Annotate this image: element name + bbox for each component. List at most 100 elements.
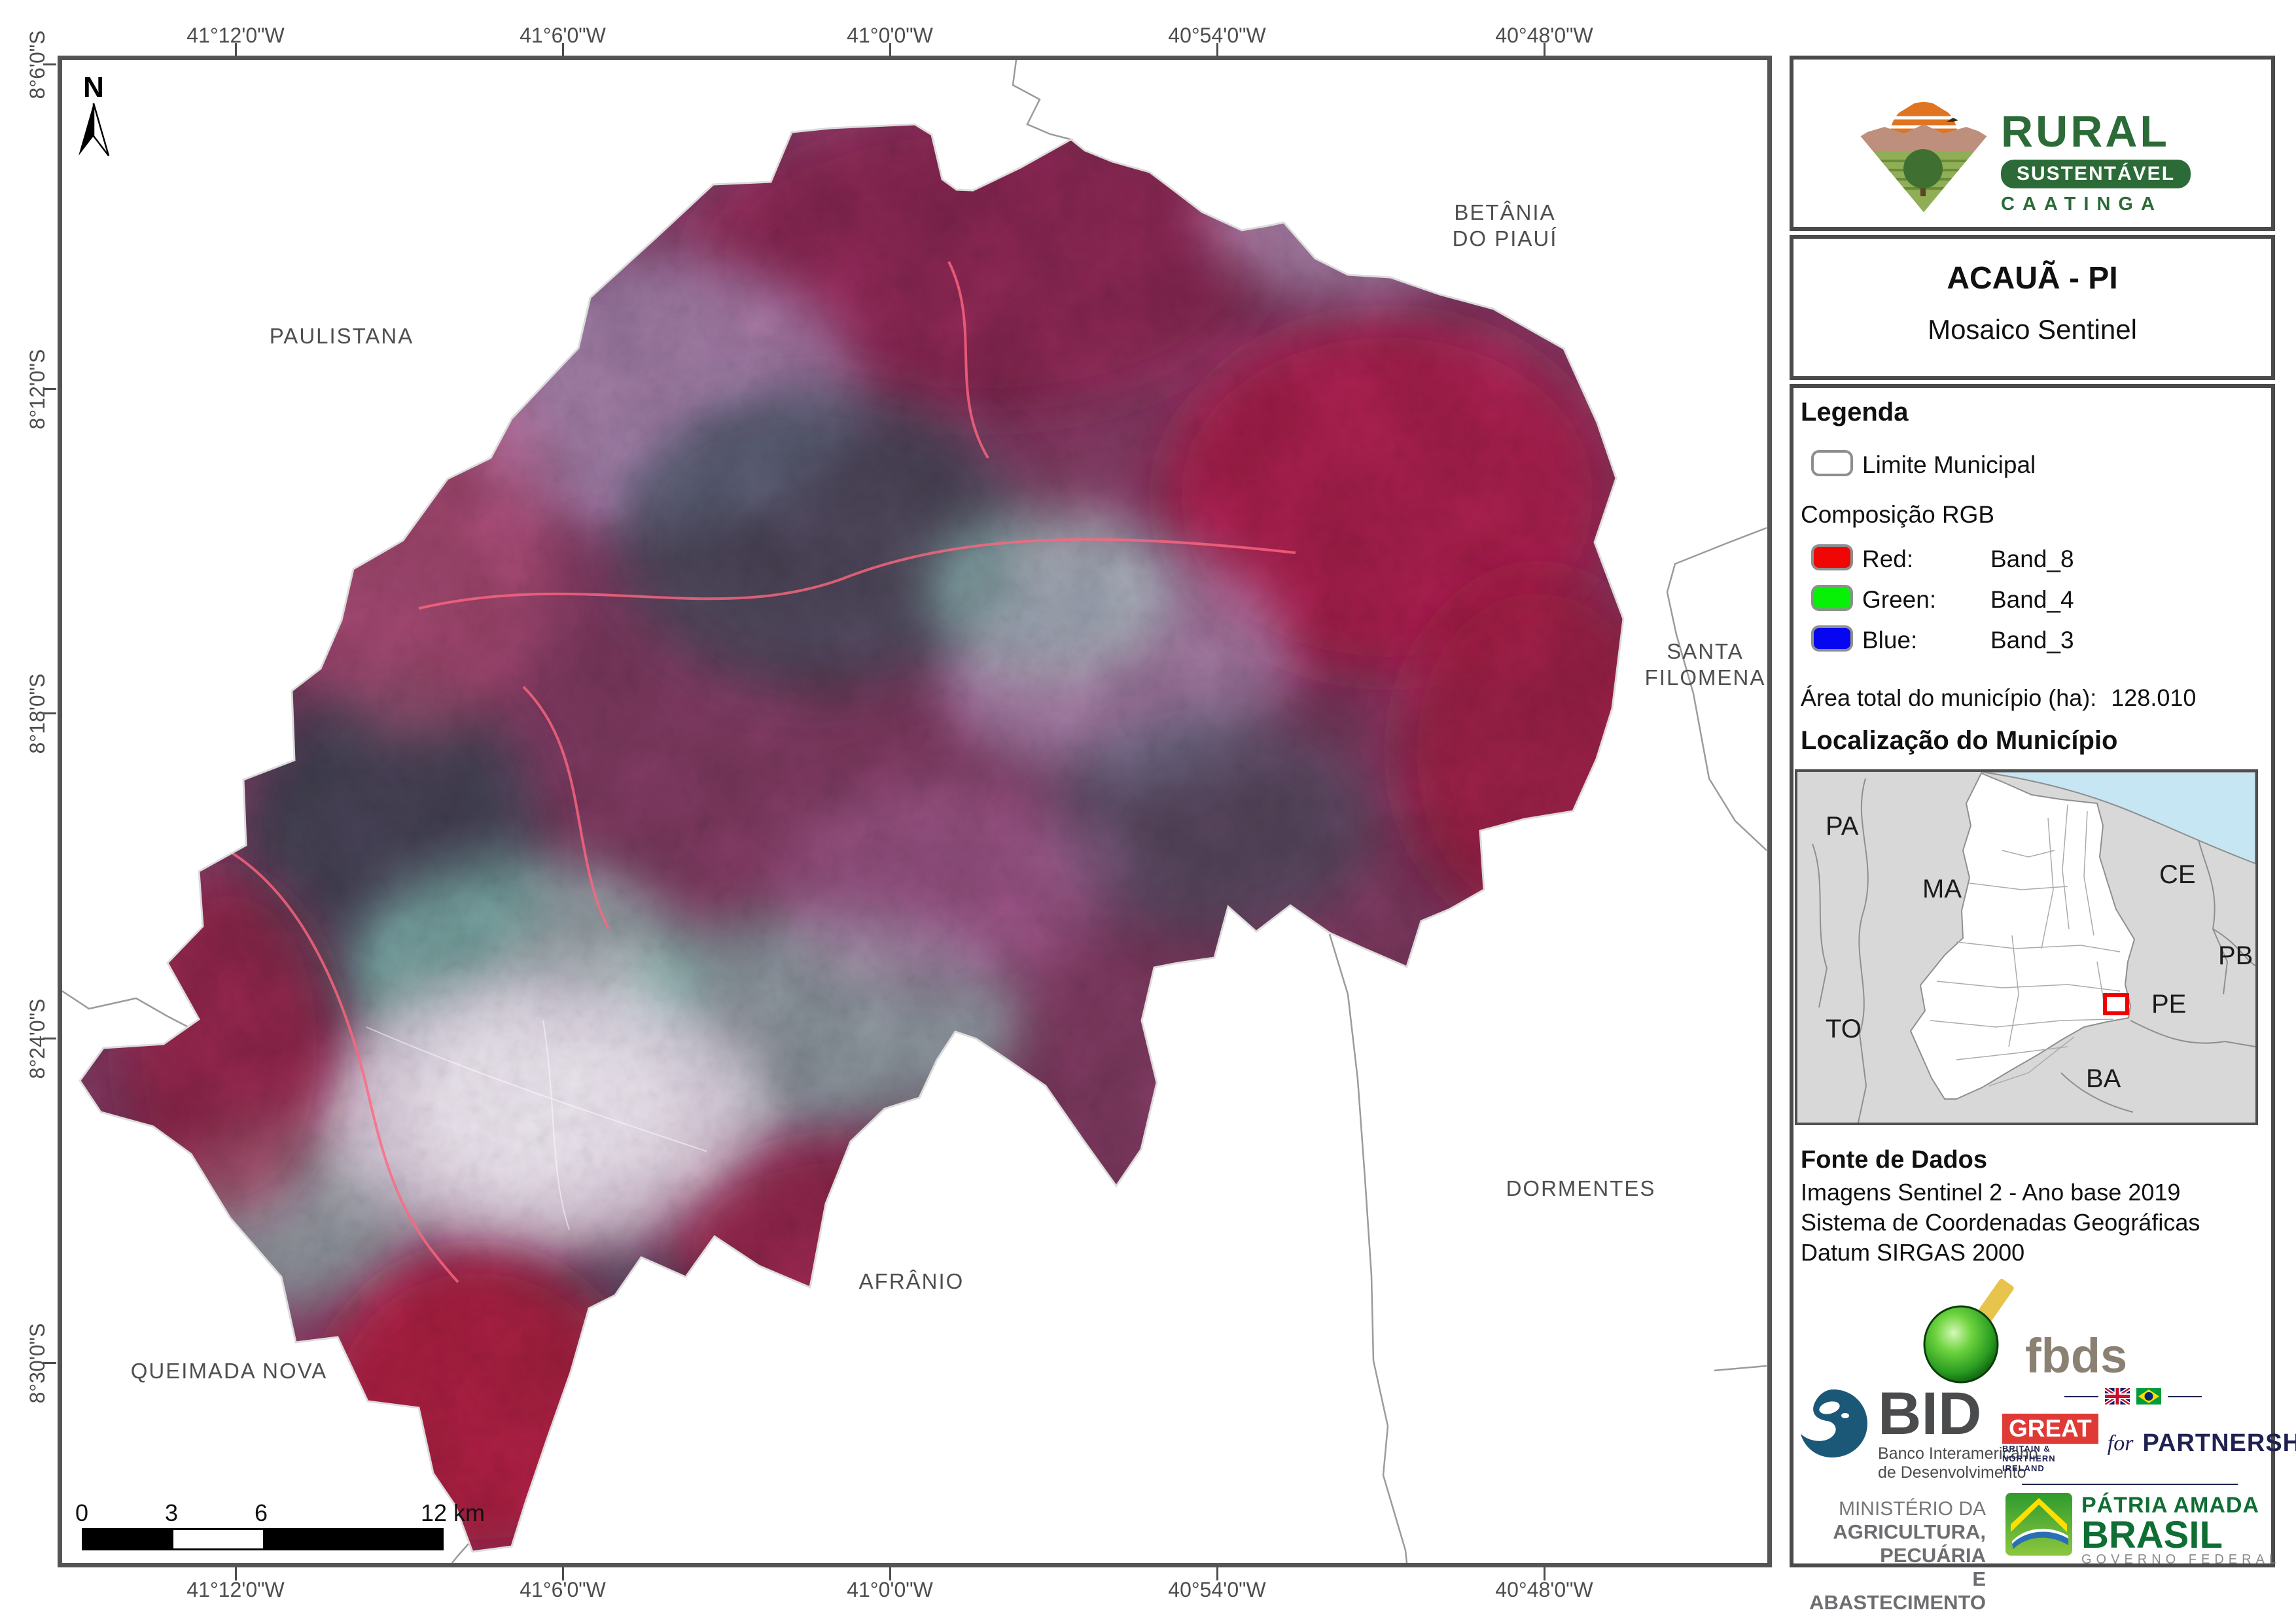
tick: [43, 1362, 56, 1364]
great-sub: BRITAIN & NORTHERN IRELAND: [2002, 1444, 2056, 1473]
great-partnership-logo: GREAT BRITAIN & NORTHERN IRELAND for PAR…: [2002, 1388, 2296, 1485]
area-value: 128.010: [2111, 684, 2197, 711]
label-afranio: AFRÂNIO: [858, 1269, 964, 1293]
tick: [235, 43, 237, 56]
source-line-2: Sistema de Coordenadas Geográficas: [1801, 1209, 2200, 1236]
state-label-ce: CE: [2159, 860, 2196, 889]
limite-swatch: [1811, 450, 1853, 476]
area-label: Área total do município (ha):: [1801, 684, 2097, 711]
coord-bottom-1: 41°12'0"W: [186, 1578, 285, 1601]
partnership-wordmark: PARTNERSHIP: [2142, 1429, 2296, 1457]
patria-line-3: GOVERNO FEDERAL: [2081, 1552, 2282, 1567]
patria-amada-brasil-logo: PÁTRIA AMADA BRASIL GOVERNO FEDERAL: [2005, 1493, 2281, 1567]
location-heading: Localização do Município: [1801, 726, 2118, 755]
ministry-line-1: MINISTÉRIO DA: [1838, 1498, 1986, 1520]
tick: [1544, 1567, 1545, 1580]
brazil-flag-icon: [2136, 1388, 2161, 1405]
fbds-logo: fbds: [1920, 1272, 2127, 1384]
tick: [562, 1567, 564, 1580]
scalebar-6: 6: [254, 1499, 268, 1526]
rural-word: RURAL: [2001, 107, 2170, 156]
scalebar-0: 0: [75, 1499, 89, 1526]
label-dormentes: DORMENTES: [1506, 1176, 1656, 1200]
road-lines: [366, 1020, 707, 1230]
sustentavel-pill: SUSTENTÁVEL: [2001, 160, 2191, 188]
bid-logo: BID Banco Interamericano de Desenvolvime…: [1798, 1380, 2038, 1482]
green-swatch: [1811, 585, 1853, 611]
rural-logo-icon: [1858, 96, 1989, 215]
legend-heading: Legenda: [1801, 398, 1909, 427]
state-label-pa: PA: [1826, 812, 1859, 841]
ministry-line-3: E ABASTECIMENTO: [1809, 1567, 1986, 1614]
divider: [2168, 1395, 2202, 1397]
bid-wordmark: BID: [1878, 1380, 1982, 1447]
great-wordmark: GREAT: [2002, 1414, 2098, 1444]
red-swatch: [1811, 544, 1853, 570]
blue-swatch: [1811, 625, 1853, 652]
label-paulistana: PAULISTANA: [269, 324, 414, 348]
source-line-3: Datum SIRGAS 2000: [1801, 1239, 2025, 1266]
green-band: Band_4: [1990, 586, 2074, 613]
caatinga-word: CAATINGA: [2001, 194, 2163, 215]
tick: [235, 1567, 237, 1580]
blue-channel: Blue:: [1862, 627, 1918, 654]
state-label-ma: MA: [1922, 875, 1962, 903]
page-title: ACAUÃ - PI: [1947, 261, 2118, 296]
red-channel: Red:: [1862, 546, 1914, 572]
rural-logo-text: RURAL SUSTENTÁVEL CAATINGA: [2001, 106, 2263, 215]
bid-sub-1: Banco Interamericano: [1878, 1444, 2038, 1463]
fbds-logo-icon: [1923, 1278, 2014, 1384]
scalebar-12: 12 km: [420, 1499, 486, 1526]
tick: [43, 63, 56, 65]
page-subtitle: Mosaico Sentinel: [1928, 314, 2137, 345]
tick: [889, 43, 891, 56]
limite-label: Limite Municipal: [1862, 451, 2036, 478]
source-heading: Fonte de Dados: [1801, 1146, 1988, 1174]
state-label-pe: PE: [2151, 990, 2186, 1019]
label-betania-1: BETÂNIA: [1454, 200, 1556, 224]
coord-bottom-3: 41°0'0"W: [847, 1578, 933, 1601]
divider: [2022, 1484, 2238, 1485]
red-band: Band_8: [1990, 546, 2074, 572]
ministry-line-2: AGRICULTURA, PECUÁRIA: [1833, 1520, 1986, 1567]
rgb-heading: Composição RGB: [1801, 501, 1995, 528]
tick: [1216, 43, 1218, 56]
tick: [43, 712, 56, 714]
green-channel: Green:: [1862, 586, 1937, 613]
tick: [43, 1038, 56, 1039]
tick: [889, 1567, 891, 1580]
coord-left-1: 8°6'0"S: [26, 30, 49, 99]
great-for: for: [2107, 1431, 2134, 1456]
north-letter: N: [83, 71, 104, 103]
admin-boundary-lines: [62, 60, 1767, 1563]
label-santa-2: FILOMENA: [1644, 665, 1766, 689]
coord-bottom-2: 41°6'0"W: [520, 1578, 606, 1601]
fbds-wordmark: fbds: [2025, 1329, 2128, 1383]
inset-map-svg: PA MA CE PB PE TO BA: [1797, 772, 2255, 1123]
source-line-1: Imagens Sentinel 2 - Ano base 2019: [1801, 1179, 2181, 1206]
scale-bar-segment: [173, 1530, 263, 1548]
satellite-mosaic-map[interactable]: N: [62, 60, 1767, 1563]
tick: [1544, 43, 1545, 56]
patria-logo-icon: [2005, 1493, 2072, 1556]
north-arrow-icon: N: [79, 71, 110, 156]
title-box: [1790, 235, 2275, 380]
patria-line-1: PÁTRIA AMADA: [2081, 1493, 2260, 1518]
piaui-state-shape: [1909, 772, 2136, 1100]
scalebar-3: 3: [164, 1499, 179, 1526]
label-queimada-nova: QUEIMADA NOVA: [130, 1359, 328, 1383]
coord-bottom-5: 40°48'0"W: [1495, 1578, 1593, 1601]
state-label-pb: PB: [2218, 941, 2253, 970]
state-label-to: TO: [1826, 1015, 1862, 1043]
ministry-block: MINISTÉRIO DA AGRICULTURA, PECUÁRIA E AB…: [1796, 1498, 1986, 1614]
bid-logo-icon: [1801, 1389, 1867, 1457]
drainage-lines: [215, 261, 1296, 1283]
tick: [1216, 1567, 1218, 1580]
scale-bar: [82, 1528, 444, 1550]
state-label-ba: BA: [2086, 1064, 2121, 1093]
patria-line-2: BRASIL: [2081, 1514, 2223, 1556]
bid-sub-2: de Desenvolvimento: [1878, 1463, 2026, 1482]
blue-band: Band_3: [1990, 627, 2074, 654]
coord-bottom-4: 40°54'0"W: [1168, 1578, 1266, 1601]
